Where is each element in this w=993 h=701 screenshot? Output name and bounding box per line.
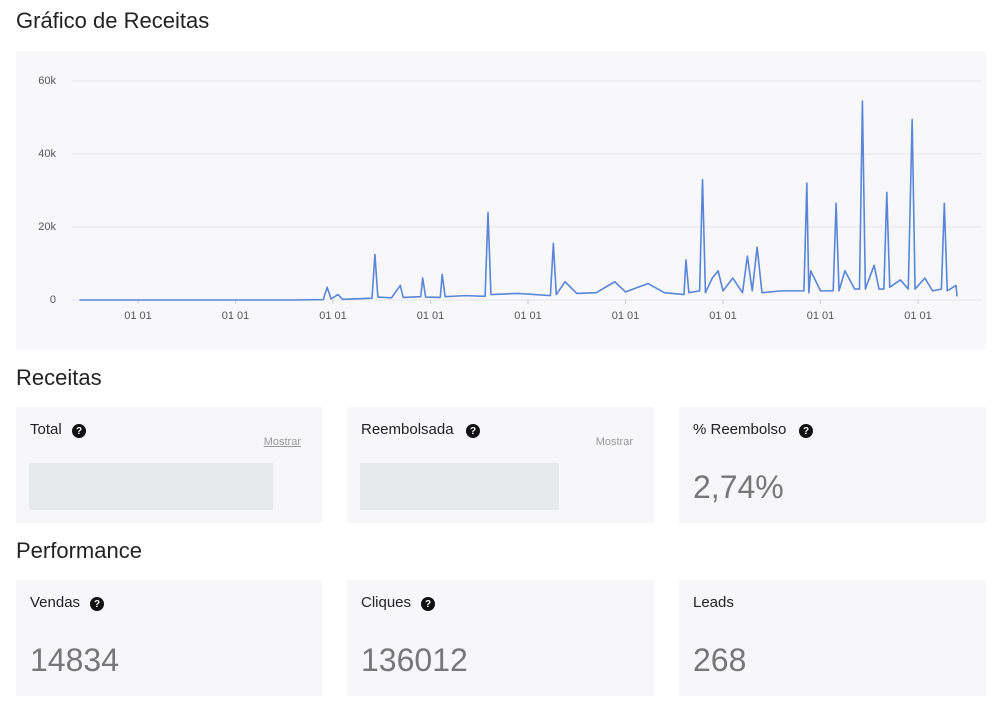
show-link[interactable]: Mostrar [595, 436, 633, 448]
card-value: 268 [693, 642, 747, 678]
card-label: Total [30, 421, 62, 438]
placeholder [360, 463, 559, 510]
x-tick-label: 01 01 [709, 310, 737, 322]
x-tick-label: 01 01 [222, 310, 250, 322]
y-tick-label: 0 [50, 294, 56, 306]
svg-text:?: ? [94, 599, 100, 610]
card: Vendas ? 14834 [16, 580, 322, 696]
card-label: % Reembolso [693, 421, 787, 438]
card: Reembolsada ? Mostrar [347, 407, 654, 523]
card-value: 2,74% [693, 469, 784, 505]
card: Total ? Mostrar [16, 407, 322, 523]
card-label: Reembolsada [361, 421, 454, 438]
x-tick-label: 01 01 [124, 310, 152, 322]
card: % Reembolso ? 2,74% [679, 407, 986, 523]
svg-text:?: ? [470, 426, 476, 437]
card: Cliques ? 136012 [347, 580, 654, 696]
card-label: Leads [693, 594, 734, 611]
help-icon[interactable]: ? [421, 597, 435, 611]
help-icon[interactable]: ? [90, 597, 104, 611]
y-tick-label: 20k [38, 221, 56, 233]
help-icon[interactable]: ? [72, 424, 86, 438]
section-title: Performance [16, 538, 142, 563]
x-tick-label: 01 01 [514, 310, 542, 322]
show-link[interactable]: Mostrar [263, 436, 301, 448]
svg-text:?: ? [425, 599, 431, 610]
svg-text:?: ? [76, 426, 82, 437]
section-title: Receitas [16, 365, 102, 390]
x-tick-label: 01 01 [904, 310, 932, 322]
card-value: 136012 [361, 642, 468, 678]
y-tick-label: 60k [38, 75, 56, 87]
x-tick-label: 01 01 [807, 310, 835, 322]
page-title: Gráfico de Receitas [16, 8, 210, 33]
card-label: Cliques [361, 594, 412, 611]
chart-panel: 0 20k 40k 60k 01 01 01 01 01 01 01 01 01 01 01 01… [16, 51, 986, 350]
card-value: 14834 [30, 642, 119, 678]
help-icon[interactable]: ? [466, 424, 480, 438]
revenue-line [79, 100, 958, 301]
card: Leads 268 [679, 580, 986, 696]
help-icon[interactable]: ? [799, 424, 813, 438]
x-tick-label: 01 01 [417, 310, 445, 322]
svg-text:?: ? [803, 426, 809, 437]
x-tick-label: 01 01 [612, 310, 640, 322]
x-tick-label: 01 01 [319, 310, 347, 322]
chart: 0 20k 40k 60k 01 01 01 01 01 01 01 01 01 01 01 01… [38, 75, 981, 322]
y-tick-label: 40k [38, 148, 56, 160]
placeholder [29, 463, 273, 510]
card-label: Vendas [30, 594, 81, 611]
